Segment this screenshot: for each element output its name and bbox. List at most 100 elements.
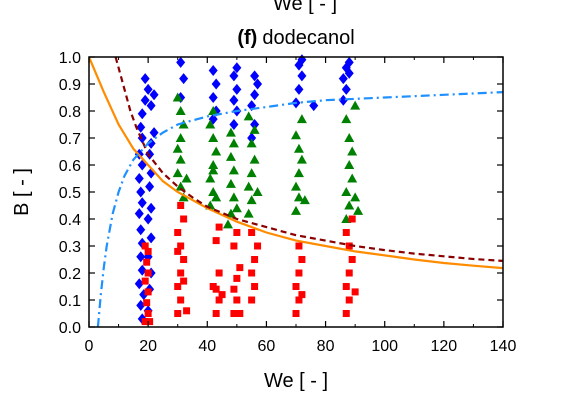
diamond-point bbox=[338, 73, 348, 85]
diamond-point bbox=[136, 224, 146, 236]
triangle-point bbox=[296, 114, 307, 124]
triangle-point bbox=[181, 173, 192, 183]
x-tick-label: 20 bbox=[139, 338, 157, 355]
diamond-point bbox=[137, 108, 147, 120]
square-point bbox=[254, 242, 262, 250]
diamond-point bbox=[344, 67, 354, 79]
square-point bbox=[215, 296, 223, 304]
square-point bbox=[248, 269, 256, 277]
diamond-point bbox=[149, 127, 159, 139]
dash-dot-curve bbox=[96, 91, 503, 327]
triangle-point bbox=[208, 160, 219, 169]
axis-ticks: 0 20 40 60 80 100 120 140 0.0 0.1 0.2 0.3 0.4 0.5 0.6 0… bbox=[59, 50, 517, 355]
square-point bbox=[236, 310, 244, 317]
square-point bbox=[174, 283, 182, 290]
triangle-point bbox=[178, 192, 189, 202]
diamond-point bbox=[344, 56, 354, 68]
triangle-point bbox=[246, 195, 257, 205]
triangle-point bbox=[205, 173, 216, 183]
square-point bbox=[144, 288, 152, 296]
x-tick-label: 0 bbox=[85, 338, 94, 355]
diamond-point bbox=[229, 119, 239, 130]
square-point bbox=[177, 202, 185, 209]
y-tick-label: 0.3 bbox=[59, 239, 81, 256]
triangle-point bbox=[208, 106, 219, 115]
square-point bbox=[180, 277, 188, 285]
y-tick-label: 1.0 bbox=[59, 50, 81, 67]
square-point bbox=[180, 256, 188, 263]
plot-marks bbox=[89, 54, 503, 327]
square-point bbox=[348, 256, 356, 263]
square-point bbox=[233, 229, 241, 236]
triangle-point bbox=[172, 168, 183, 178]
triangle-point bbox=[291, 181, 301, 191]
square-point bbox=[215, 269, 223, 277]
triangle-point bbox=[225, 178, 236, 188]
diamond-point bbox=[146, 202, 156, 214]
diamond-point bbox=[134, 278, 144, 290]
diamond-point bbox=[145, 181, 155, 193]
square-point bbox=[248, 296, 256, 304]
x-tick-label: 100 bbox=[371, 338, 398, 355]
square-point bbox=[141, 318, 149, 326]
triangle-point bbox=[228, 138, 239, 148]
y-tick-label: 0.0 bbox=[59, 320, 81, 337]
diamond-point bbox=[143, 83, 153, 95]
square-point bbox=[177, 269, 185, 277]
x-tick-label: 140 bbox=[490, 338, 517, 355]
square-point bbox=[345, 269, 353, 277]
square-point bbox=[251, 256, 259, 263]
square-point bbox=[177, 242, 185, 250]
triangle-point bbox=[347, 173, 358, 183]
triangle-point bbox=[291, 205, 301, 215]
square-point bbox=[174, 229, 182, 236]
diamond-point bbox=[137, 264, 147, 276]
square-point bbox=[218, 291, 226, 299]
triangle-point bbox=[172, 92, 183, 102]
diamond-point bbox=[211, 78, 221, 90]
square-point bbox=[248, 229, 256, 236]
square-point bbox=[144, 247, 152, 255]
diamond-point bbox=[250, 119, 260, 130]
diamond-point bbox=[143, 213, 153, 225]
diamond-point bbox=[146, 100, 156, 112]
diamond-point bbox=[250, 70, 260, 82]
square-point bbox=[174, 247, 182, 255]
triangle-point bbox=[175, 133, 186, 142]
triangle-point bbox=[175, 154, 186, 164]
y-tick-label: 0.5 bbox=[59, 185, 81, 202]
triangle-point bbox=[228, 165, 239, 175]
x-axis-label: We [ - ] bbox=[264, 370, 328, 392]
diamond-point bbox=[145, 148, 155, 160]
triangle-point bbox=[291, 130, 301, 140]
square-point bbox=[141, 242, 149, 250]
triangle-point bbox=[344, 160, 355, 169]
square-point bbox=[342, 283, 350, 290]
x-tick-label: 120 bbox=[431, 338, 458, 355]
diamond-point bbox=[232, 83, 242, 95]
triangle-point bbox=[231, 203, 242, 213]
y-tick-label: 0.8 bbox=[59, 104, 81, 121]
square-point bbox=[295, 242, 303, 250]
triangle-point bbox=[293, 168, 304, 178]
triangle-point bbox=[350, 192, 361, 202]
y-tick-label: 0.1 bbox=[59, 293, 81, 310]
diamond-point bbox=[134, 173, 144, 184]
square-point bbox=[177, 296, 185, 304]
square-point bbox=[251, 283, 259, 290]
triangle-point bbox=[222, 219, 233, 229]
triangle-point bbox=[350, 100, 361, 110]
square-point bbox=[174, 310, 182, 317]
square-point bbox=[143, 299, 151, 307]
triangle-point bbox=[246, 138, 257, 148]
triangle-point bbox=[208, 133, 219, 142]
triangle-point bbox=[243, 181, 254, 191]
diamond-point bbox=[140, 73, 150, 85]
diamond-point bbox=[229, 70, 239, 82]
triangle-point bbox=[341, 114, 352, 124]
square-point bbox=[212, 237, 220, 245]
triangle-point bbox=[243, 111, 254, 121]
diamond-point bbox=[208, 65, 218, 76]
square-point bbox=[209, 283, 217, 290]
diamond-point bbox=[297, 70, 307, 82]
